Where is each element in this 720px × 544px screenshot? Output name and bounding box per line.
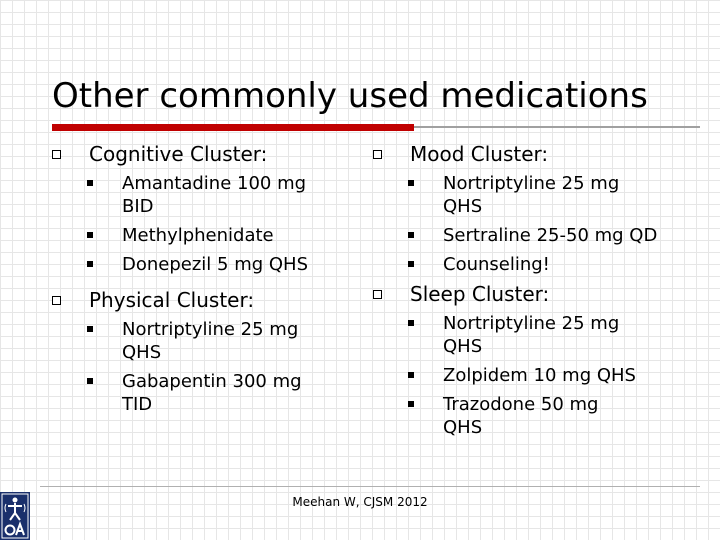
list-item: Nortriptyline 25 mg QHS xyxy=(52,318,352,364)
title-underline-accent xyxy=(52,124,414,131)
square-bullet-icon xyxy=(87,180,93,186)
square-bullet-icon xyxy=(87,326,93,332)
footer-citation: Meehan W, CJSM 2012 xyxy=(292,495,428,509)
hollow-square-bullet-icon xyxy=(373,290,382,299)
list-item: Zolpidem 10 mg QHS xyxy=(373,364,693,387)
square-bullet-icon xyxy=(408,320,414,326)
list-item: Nortriptyline 25 mg QHS xyxy=(373,172,693,218)
list-item: Methylphenidate xyxy=(52,224,352,247)
square-bullet-icon xyxy=(408,372,414,378)
square-bullet-icon xyxy=(408,261,414,267)
square-bullet-icon xyxy=(408,180,414,186)
list-item: Sertraline 25-50 mg QD xyxy=(373,224,693,247)
right-column: Mood Cluster: Nortriptyline 25 mg QHS Se… xyxy=(373,142,693,439)
hollow-square-bullet-icon xyxy=(52,296,61,305)
list-item: Donepezil 5 mg QHS xyxy=(52,253,352,276)
hollow-square-bullet-icon xyxy=(52,150,61,159)
hollow-square-bullet-icon xyxy=(373,150,382,159)
footer-rule xyxy=(40,486,700,487)
square-bullet-icon xyxy=(87,232,93,238)
square-bullet-icon xyxy=(87,261,93,267)
square-bullet-icon xyxy=(408,232,414,238)
oa-logo-icon xyxy=(0,492,30,540)
list-item: Trazodone 50 mg QHS xyxy=(373,393,693,439)
square-bullet-icon xyxy=(87,378,93,384)
group-heading-physical: Physical Cluster: xyxy=(52,288,352,312)
list-item: Counseling! xyxy=(373,253,693,276)
list-item: Nortriptyline 25 mg QHS xyxy=(373,312,693,358)
left-column: Cognitive Cluster: Amantadine 100 mg BID… xyxy=(52,142,352,416)
title-underline-rule xyxy=(414,126,700,128)
square-bullet-icon xyxy=(408,401,414,407)
list-item: Amantadine 100 mg BID xyxy=(52,172,352,218)
list-item: Gabapentin 300 mg TID xyxy=(52,370,352,416)
slide-title: Other commonly used medications xyxy=(52,76,648,116)
group-heading-cognitive: Cognitive Cluster: xyxy=(52,142,352,166)
group-heading-mood: Mood Cluster: xyxy=(373,142,693,166)
group-heading-sleep: Sleep Cluster: xyxy=(373,282,693,306)
